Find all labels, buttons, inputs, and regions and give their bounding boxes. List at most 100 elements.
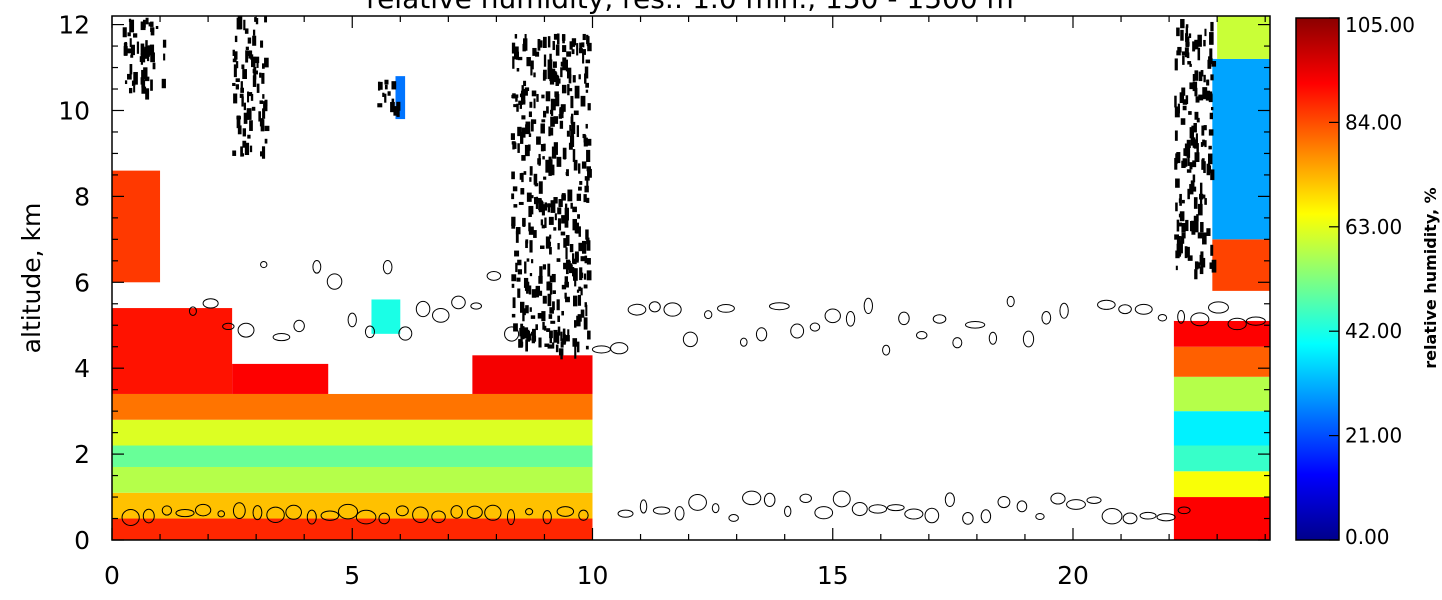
cloud-speck xyxy=(528,133,532,137)
cloud-speck xyxy=(1175,153,1179,163)
y-tick-label: 2 xyxy=(74,440,90,469)
cloud-speck xyxy=(543,143,546,152)
cloud-speck xyxy=(1210,244,1214,256)
heat-region-21 xyxy=(395,76,406,120)
y-tick-label: 12 xyxy=(58,11,90,40)
contour-line xyxy=(1139,511,1157,520)
cloud-speck xyxy=(1192,160,1197,168)
cloud-speck xyxy=(535,196,538,209)
cloud-speck xyxy=(1179,92,1185,104)
cloud-speck xyxy=(1180,236,1185,244)
cloud-speck xyxy=(576,193,582,201)
cloud-speck xyxy=(547,67,552,80)
cloud-speck xyxy=(1189,127,1195,139)
cloud-speck xyxy=(547,203,551,213)
cloud-speck xyxy=(542,321,545,330)
cloud-speck xyxy=(529,166,533,176)
cloud-speck xyxy=(1199,193,1203,205)
cloud-speck xyxy=(1194,70,1199,81)
cloud-speck xyxy=(1176,27,1180,37)
cloud-speck xyxy=(1181,87,1186,96)
cloud-speck xyxy=(539,245,545,249)
cloud-speck xyxy=(1186,147,1191,158)
cloud-speck xyxy=(528,206,532,217)
cloud-speck xyxy=(530,119,534,132)
cloud-speck xyxy=(586,197,590,203)
cloud-speck xyxy=(263,101,268,112)
cloud-speck xyxy=(236,17,241,30)
cloud-speck xyxy=(549,246,552,255)
cloud-speck xyxy=(1195,133,1198,143)
cloud-speck xyxy=(1184,246,1188,259)
cloud-speck xyxy=(243,102,247,111)
colorbar-tick-label: 42.00 xyxy=(1345,319,1402,343)
cloud-speck xyxy=(1203,125,1207,131)
cloud-speck xyxy=(130,54,134,58)
cloud-speck xyxy=(585,137,588,142)
cloud-speck xyxy=(232,49,235,56)
cloud-speck xyxy=(232,82,236,86)
contour-line xyxy=(188,306,197,316)
cloud-speck xyxy=(1174,95,1177,108)
cloud-speck xyxy=(1181,51,1186,56)
contour-line xyxy=(431,510,446,524)
contour-line xyxy=(1101,507,1123,525)
cloud-speck xyxy=(555,80,559,86)
cloud-speck xyxy=(572,253,575,264)
cloud-speck xyxy=(551,117,555,124)
cloud-speck xyxy=(1194,87,1198,97)
cloud-speck xyxy=(513,204,518,208)
cloud-speck xyxy=(522,223,526,227)
cloud-speck xyxy=(240,146,243,157)
cloud-speck xyxy=(249,120,253,131)
cloud-speck xyxy=(233,64,237,78)
heatmap-cells xyxy=(112,16,1270,540)
cloud-speck xyxy=(536,198,542,204)
cloud-speck xyxy=(1175,178,1180,188)
cloud-speck xyxy=(562,57,567,71)
heat-region-12 xyxy=(1173,445,1270,472)
cloud-speck xyxy=(129,19,135,33)
cloud-speck xyxy=(557,243,560,250)
cloud-speck xyxy=(243,19,246,31)
contour-group-3 xyxy=(617,490,1191,525)
cloud-speck xyxy=(143,67,148,80)
cloud-speck xyxy=(555,44,560,56)
cloud-speck xyxy=(384,93,387,103)
cloud-speck xyxy=(569,124,572,131)
cloud-speck xyxy=(543,176,547,180)
cloud-speck xyxy=(525,124,530,134)
cloud-speck xyxy=(242,128,247,137)
cloud-speck xyxy=(1178,222,1182,227)
cloud-speck xyxy=(551,273,556,283)
contour-line xyxy=(755,327,768,342)
cloud-speck xyxy=(536,93,539,102)
cloud-speck xyxy=(1175,202,1178,212)
contour-line xyxy=(1157,313,1168,322)
cloud-speck xyxy=(259,72,262,78)
cloud-speck xyxy=(585,59,591,64)
contour-line xyxy=(886,504,905,512)
cloud-speck xyxy=(580,95,586,107)
contour-line xyxy=(347,312,357,328)
cloud-speck xyxy=(246,112,251,117)
cloud-speck xyxy=(1196,143,1199,156)
cloud-speck xyxy=(1200,70,1204,77)
colorbar-tick-label: 63.00 xyxy=(1345,215,1402,239)
cloud-speck xyxy=(549,79,555,85)
contour-line xyxy=(717,304,735,313)
cloud-speck xyxy=(579,42,583,51)
cloud-speck xyxy=(241,96,244,107)
cloud-speck xyxy=(570,202,573,209)
cloud-speck xyxy=(579,181,583,185)
cloud-speck xyxy=(255,18,259,25)
contour-line xyxy=(415,300,431,318)
cloud-speck xyxy=(531,328,536,342)
cloud-speck xyxy=(139,56,144,62)
cloud-speck xyxy=(531,259,534,264)
contour-line xyxy=(1134,303,1153,315)
cloud-speck xyxy=(563,238,567,248)
cloud-speck xyxy=(247,50,253,57)
cloud-speck xyxy=(1181,232,1186,239)
